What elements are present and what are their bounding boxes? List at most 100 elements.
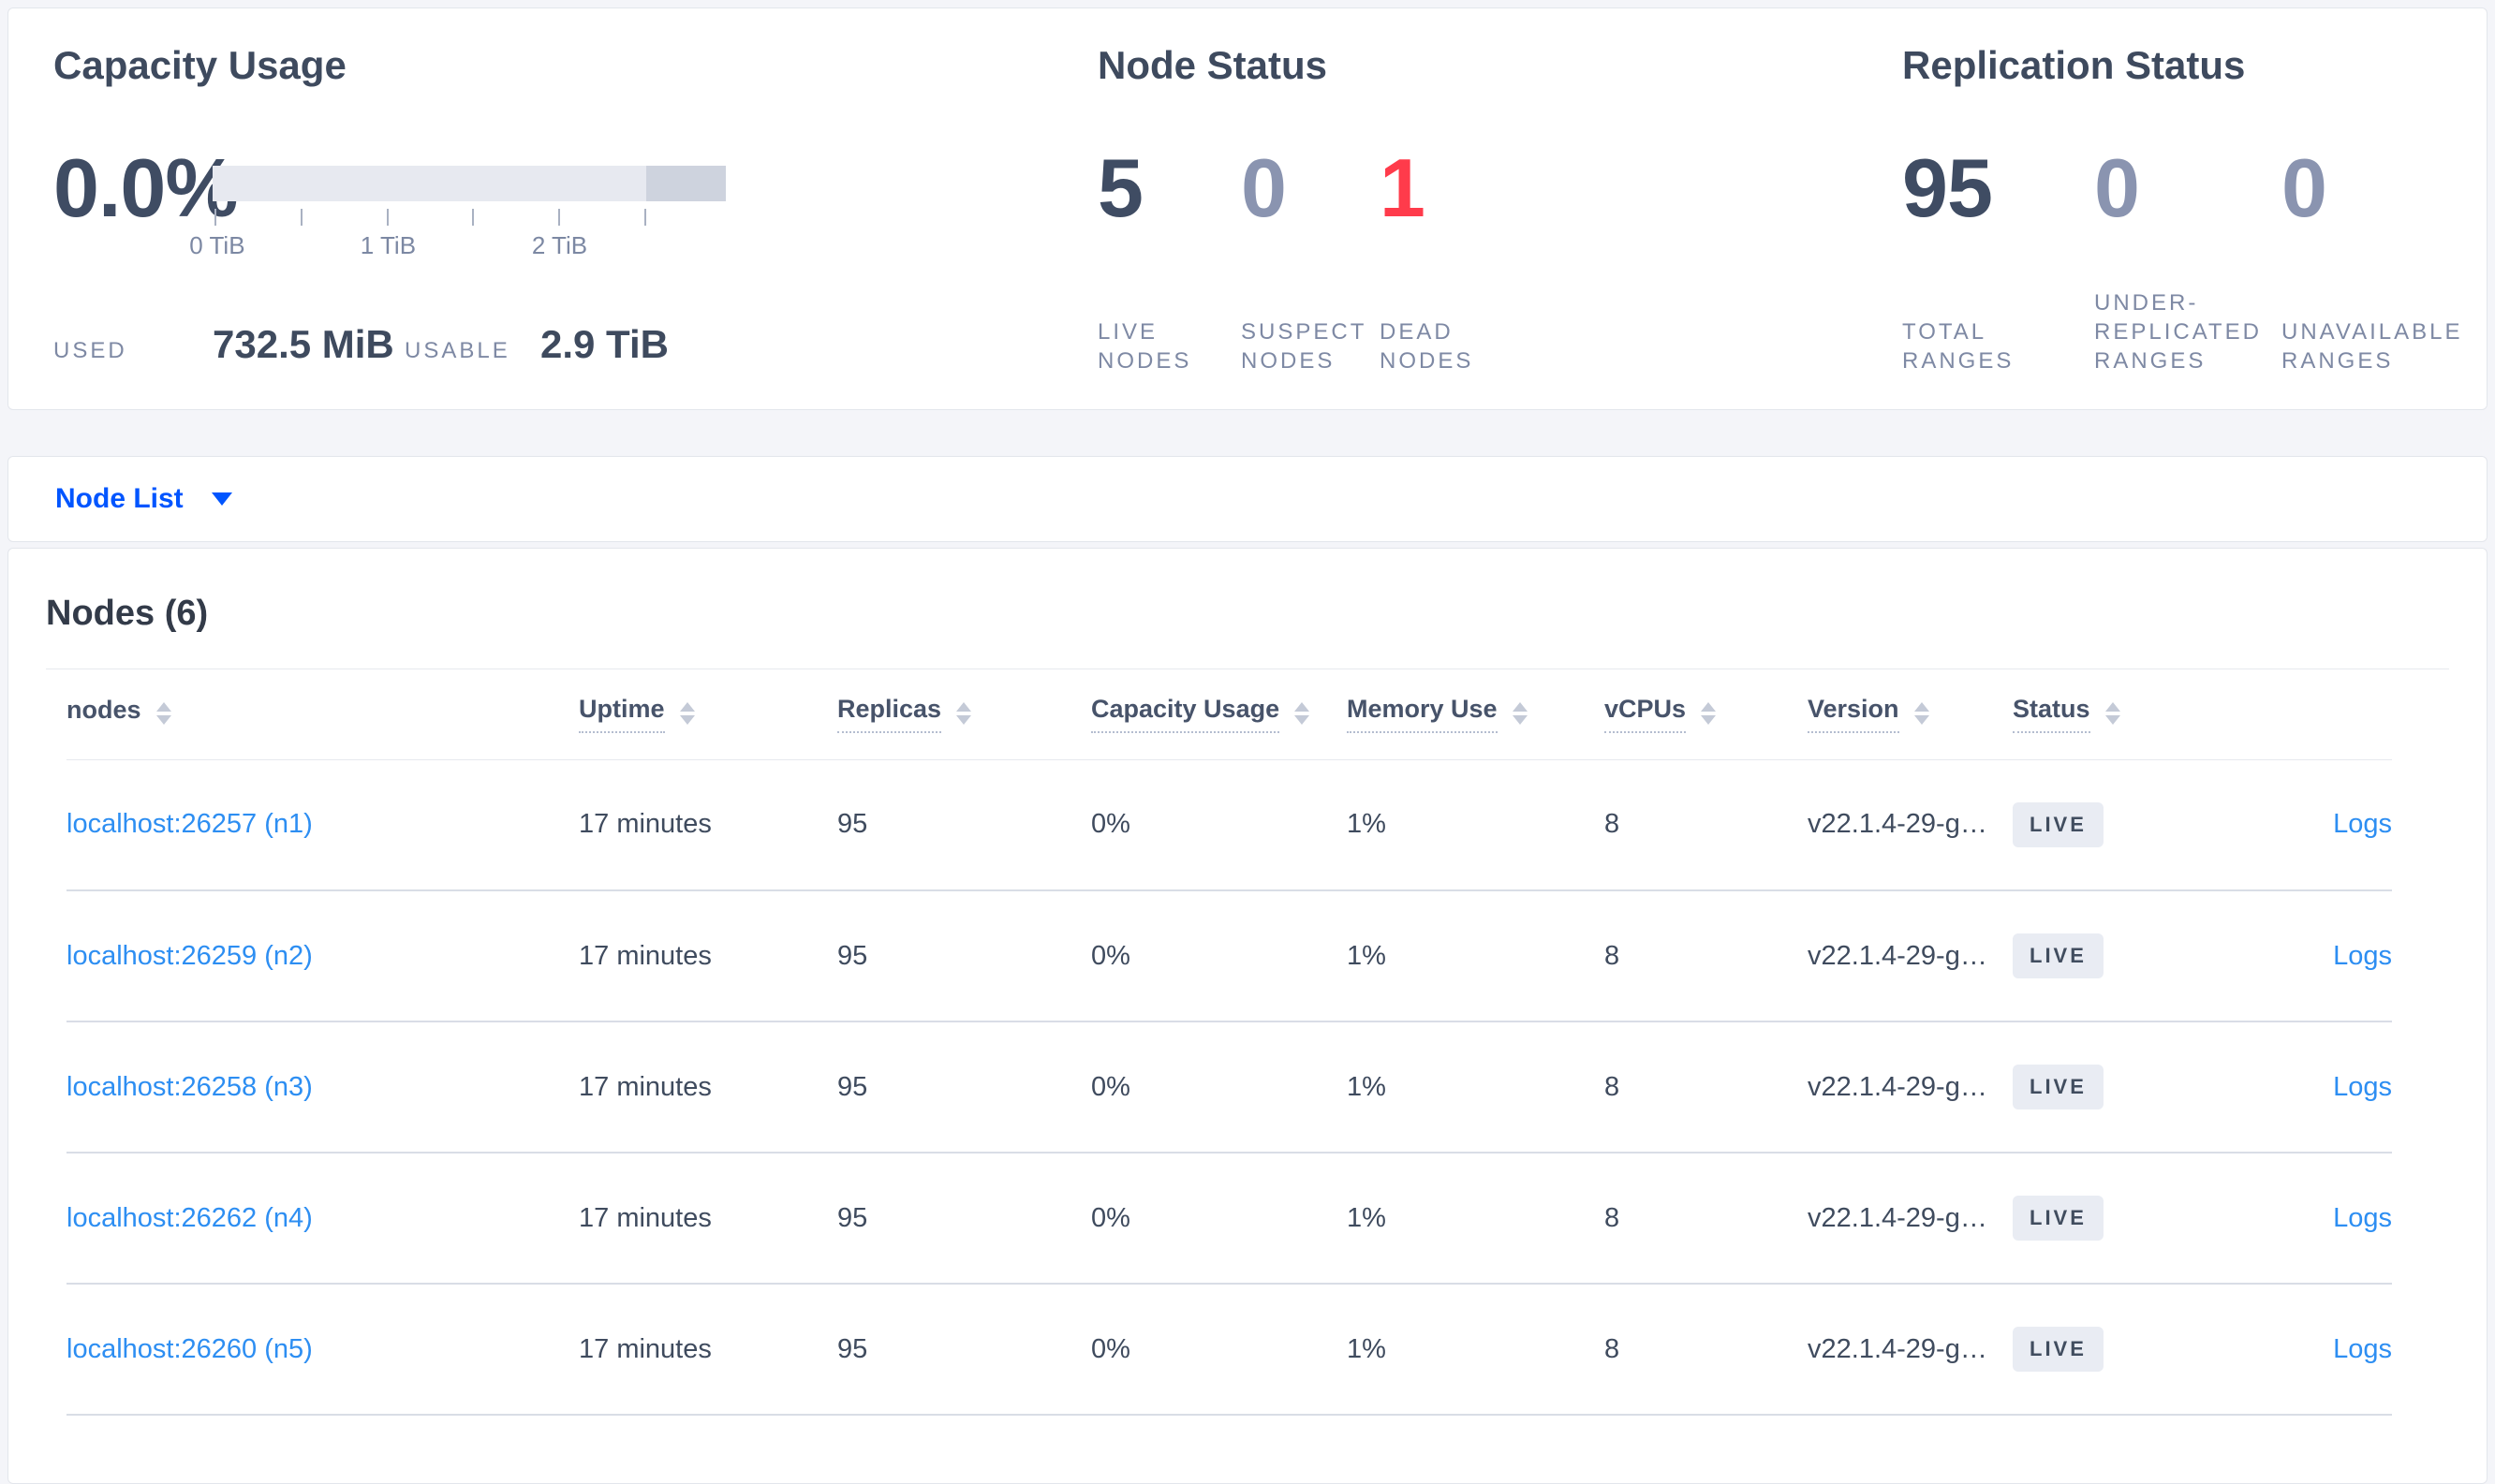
- total-ranges-metric: 95 TOTAL RANGES: [1902, 46, 2080, 375]
- capacity-usage-panel: Capacity Usage 0.0% 0 TiB 1 TiB 2 TiB US…: [53, 46, 1084, 375]
- logs-link[interactable]: Logs: [2333, 940, 2392, 971]
- replicas-cell: 95: [837, 759, 1091, 891]
- version-cell: v22.1.4-29-g…: [1808, 1021, 2013, 1153]
- vcpus-cell: 8: [1604, 759, 1808, 891]
- node-row-n5: localhost:26260 (n5) 17 minutes 95 0% 1%…: [66, 1284, 2392, 1416]
- view-selector-bar: Node List: [7, 456, 2488, 542]
- column-header-nodes[interactable]: nodes: [66, 669, 579, 760]
- node-row-n1: localhost:26257 (n1) 17 minutes 95 0% 1%…: [66, 759, 2392, 891]
- replicas-cell: 95: [837, 1021, 1091, 1153]
- capacity-usage-cell: 0%: [1091, 759, 1347, 891]
- memory-use-cell: 1%: [1347, 1284, 1604, 1416]
- view-selector-label: Node List: [55, 483, 184, 514]
- capacity-usage-cell: 0%: [1091, 890, 1347, 1022]
- view-selector-dropdown[interactable]: Node List: [55, 457, 232, 541]
- suspect-nodes-value: 0: [1241, 141, 1287, 234]
- under-replicated-ranges-label: UNDER-REPLICATED RANGES: [2094, 290, 2262, 374]
- node-address-link[interactable]: localhost:26258 (n3): [66, 1071, 313, 1102]
- uptime-cell: 17 minutes: [579, 759, 837, 891]
- column-header-memory-use[interactable]: Memory Use: [1347, 669, 1604, 760]
- column-header-logs: [2205, 669, 2392, 760]
- memory-use-cell: 1%: [1347, 1153, 1604, 1285]
- suspect-nodes-metric: 0 SUSPECT NODES: [1241, 46, 1380, 375]
- replicas-cell: 95: [837, 1153, 1091, 1285]
- node-status-panel: Node Status 5 LIVE NODES 0 SUSPECT NODES…: [1098, 46, 1847, 375]
- uptime-cell: 17 minutes: [579, 1284, 837, 1416]
- status-badge: LIVE: [2013, 1196, 2104, 1241]
- column-header-status[interactable]: Status: [2013, 669, 2205, 760]
- column-header-version[interactable]: Version: [1808, 669, 2013, 760]
- replication-status-panel: Replication Status 95 TOTAL RANGES 0 UND…: [1902, 46, 2495, 375]
- live-nodes-label: LIVE NODES: [1098, 319, 1192, 374]
- live-nodes-metric: 5 LIVE NODES: [1098, 46, 1229, 375]
- dead-nodes-label: DEAD NODES: [1380, 319, 1474, 374]
- uptime-cell: 17 minutes: [579, 890, 837, 1022]
- node-address-link[interactable]: localhost:26257 (n1): [66, 809, 313, 840]
- dead-nodes-metric: 1 DEAD NODES: [1380, 46, 1529, 375]
- column-header-uptime[interactable]: Uptime: [579, 669, 837, 760]
- status-badge: LIVE: [2013, 933, 2104, 978]
- status-badge: LIVE: [2013, 1327, 2104, 1372]
- node-address-link[interactable]: localhost:26262 (n4): [66, 1202, 313, 1233]
- memory-use-cell: 1%: [1347, 759, 1604, 891]
- version-cell: v22.1.4-29-g…: [1808, 1153, 2013, 1285]
- total-ranges-label: TOTAL RANGES: [1902, 319, 2015, 374]
- replicas-cell: 95: [837, 1284, 1091, 1416]
- unavailable-ranges-label: UNAVAILABLE RANGES: [2281, 319, 2463, 374]
- used-label: USED: [53, 338, 127, 363]
- unavailable-ranges-metric: 0 UNAVAILABLE RANGES: [2281, 46, 2483, 375]
- node-address-link[interactable]: localhost:26259 (n2): [66, 940, 313, 971]
- capacity-stats-row: USED 732.5 MiB USABLE 2.9 TiB: [53, 322, 765, 375]
- logs-link[interactable]: Logs: [2333, 1333, 2392, 1364]
- capacity-used-percent: 0.0%: [53, 141, 239, 234]
- vcpus-cell: 8: [1604, 1284, 1808, 1416]
- uptime-cell: 17 minutes: [579, 1021, 837, 1153]
- sort-arrows-icon: [1294, 702, 1310, 726]
- column-header-capacity-usage[interactable]: Capacity Usage: [1091, 669, 1347, 760]
- node-row-n4: localhost:26262 (n4) 17 minutes 95 0% 1%…: [66, 1153, 2392, 1285]
- replicas-cell: 95: [837, 890, 1091, 1022]
- logs-link[interactable]: Logs: [2333, 809, 2392, 840]
- total-ranges-value: 95: [1902, 141, 1993, 234]
- axis-tick-label: 1 TiB: [360, 231, 417, 259]
- sort-arrows-icon: [1512, 702, 1528, 726]
- capacity-usage-cell: 0%: [1091, 1153, 1347, 1285]
- column-header-replicas[interactable]: Replicas: [837, 669, 1091, 760]
- axis-tick-label: 0 TiB: [189, 231, 245, 259]
- vcpus-cell: 8: [1604, 1153, 1808, 1285]
- uptime-cell: 17 minutes: [579, 1153, 837, 1285]
- axis-tick-label: 2 TiB: [531, 231, 588, 259]
- node-row-n2: localhost:26259 (n2) 17 minutes 95 0% 1%…: [66, 890, 2392, 1022]
- version-cell: v22.1.4-29-g…: [1808, 890, 2013, 1022]
- replication-status-title: Replication Status: [1902, 43, 2246, 87]
- node-address-link[interactable]: localhost:26260 (n5): [66, 1333, 313, 1364]
- capacity-usage-cell: 0%: [1091, 1021, 1347, 1153]
- column-header-vcpus[interactable]: vCPUs: [1604, 669, 1808, 760]
- sort-arrows-icon: [1913, 702, 1929, 726]
- capacity-usage-bar: 0 TiB 1 TiB 2 TiB: [189, 166, 726, 278]
- chevron-down-icon: [211, 492, 232, 506]
- logs-link[interactable]: Logs: [2333, 1202, 2392, 1233]
- axis-tick: [643, 209, 646, 226]
- sort-arrows-icon: [956, 702, 972, 726]
- axis-tick: [557, 209, 560, 226]
- nodes-table-title: Nodes (6): [46, 594, 209, 633]
- capacity-bar-track: [213, 166, 726, 201]
- live-nodes-value: 5: [1098, 141, 1144, 234]
- unavailable-ranges-value: 0: [2281, 141, 2327, 234]
- status-badge: LIVE: [2013, 1065, 2104, 1109]
- version-cell: v22.1.4-29-g…: [1808, 759, 2013, 891]
- logs-link[interactable]: Logs: [2333, 1071, 2392, 1102]
- usable-label: USABLE: [405, 338, 510, 363]
- cluster-summary-card: Capacity Usage 0.0% 0 TiB 1 TiB 2 TiB US…: [7, 7, 2488, 410]
- nodes-table-card: Nodes (6) nodes Uptime Replicas Capacity…: [7, 548, 2488, 1484]
- usable-value: 2.9 TiB: [540, 322, 669, 366]
- capacity-bar-reserved-segment: [646, 166, 726, 201]
- axis-tick: [386, 209, 389, 226]
- node-status-title: Node Status: [1098, 43, 1328, 87]
- dead-nodes-value: 1: [1380, 141, 1425, 234]
- capacity-usage-cell: 0%: [1091, 1284, 1347, 1416]
- vcpus-cell: 8: [1604, 1021, 1808, 1153]
- vcpus-cell: 8: [1604, 890, 1808, 1022]
- axis-tick: [214, 209, 217, 226]
